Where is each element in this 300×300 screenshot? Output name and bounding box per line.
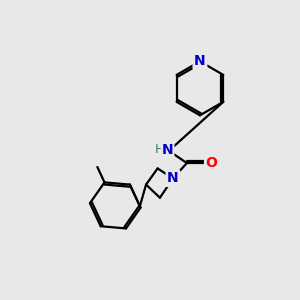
Text: N: N (194, 54, 206, 68)
Text: N: N (167, 172, 179, 185)
Text: N: N (162, 143, 173, 157)
Text: O: O (206, 156, 218, 170)
Text: H: H (155, 143, 165, 157)
